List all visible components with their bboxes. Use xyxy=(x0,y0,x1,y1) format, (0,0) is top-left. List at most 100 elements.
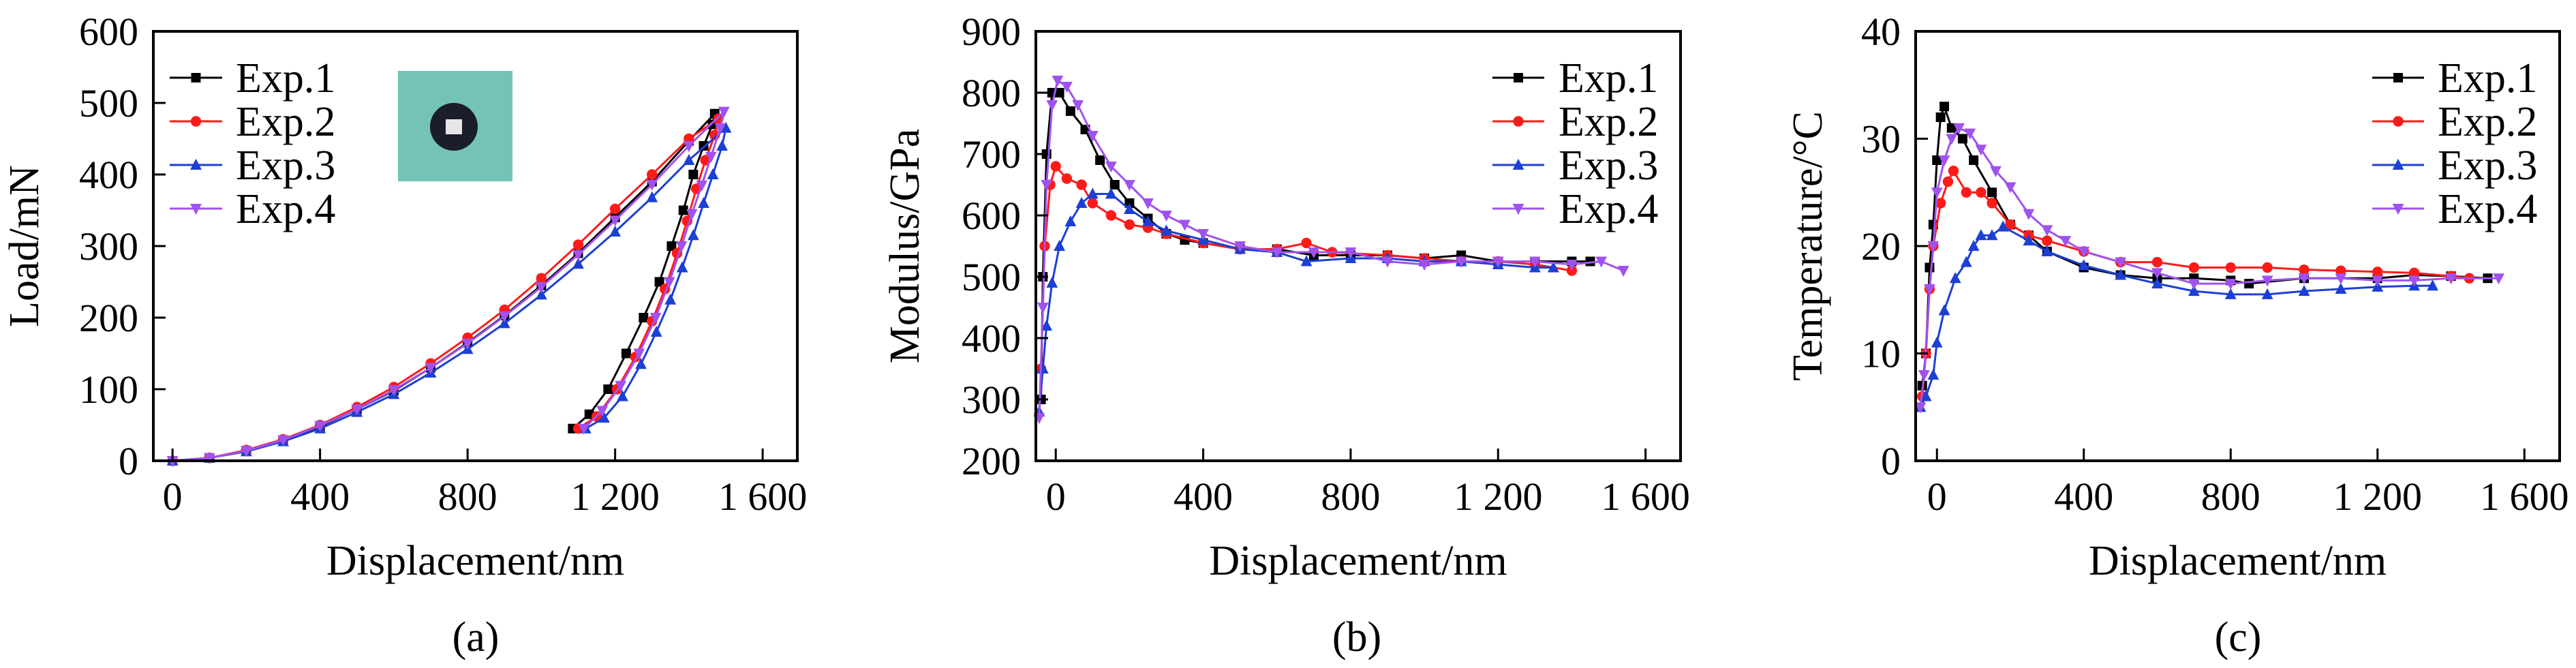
plot-frame xyxy=(1034,30,1682,462)
marker-triangle-down xyxy=(1105,162,1117,173)
marker-triangle-down xyxy=(2151,268,2163,279)
marker-triangle-down xyxy=(646,179,658,191)
legend-label: Exp.2 xyxy=(2438,99,2537,145)
marker-triangle-up xyxy=(498,317,510,329)
y-tick-label: 300 xyxy=(962,378,1021,422)
marker-triangle-down xyxy=(1381,256,1394,268)
marker-triangle-down xyxy=(1566,260,1578,271)
marker-triangle-down xyxy=(461,338,474,350)
x-axis-title: Displacement/nm xyxy=(2089,538,2387,584)
marker-triangle-down xyxy=(1512,204,1524,215)
x-axis-title: Displacement/nm xyxy=(1209,538,1507,584)
marker-triangle-up xyxy=(1054,239,1066,251)
panel-caption: (a) xyxy=(453,614,500,661)
marker-triangle-down xyxy=(1037,303,1049,314)
marker-circle xyxy=(1935,198,1946,209)
marker-triangle-down xyxy=(649,313,662,324)
marker-circle xyxy=(190,116,202,127)
marker-triangle-down xyxy=(675,241,688,253)
marker-triangle-up xyxy=(1960,256,1972,267)
x-tick-label: 1 200 xyxy=(1454,474,1543,519)
marker-triangle-down xyxy=(2059,236,2072,247)
marker-triangle-down xyxy=(1617,266,1629,277)
chart-panel-c: 0 400 800 1 200 1 600 0 10 20 30 40 Displacement/n… xyxy=(1785,10,2569,661)
y-tick-label: 800 xyxy=(962,71,1021,115)
marker-triangle-up xyxy=(698,196,709,208)
marker-triangle-up xyxy=(635,358,647,369)
marker-triangle-up xyxy=(1105,187,1117,199)
x-tick-label: 400 xyxy=(1174,474,1233,519)
marker-triangle-up xyxy=(2427,279,2438,291)
marker-triangle-down xyxy=(2023,209,2035,220)
marker-triangle-down xyxy=(718,106,730,118)
marker-triangle-down xyxy=(1595,256,1608,268)
marker-triangle-up xyxy=(1300,255,1313,267)
marker-square xyxy=(1957,134,1967,144)
marker-triangle-down xyxy=(615,380,627,392)
marker-circle xyxy=(1961,187,1972,198)
marker-triangle-down xyxy=(663,277,675,288)
marker-circle xyxy=(572,239,584,250)
marker-triangle-down xyxy=(1918,370,1930,382)
marker-triangle-down xyxy=(683,141,695,153)
y-axis-title: Temperature/°C xyxy=(1785,111,1831,381)
y-tick-label: 200 xyxy=(79,296,138,340)
series-exp4 xyxy=(166,106,730,468)
marker-triangle-down xyxy=(1142,198,1154,210)
marker-triangle-down xyxy=(1041,180,1053,192)
marker-triangle-down xyxy=(277,435,289,446)
marker-square xyxy=(2393,73,2403,82)
marker-circle xyxy=(1301,237,1312,249)
marker-square xyxy=(1932,155,1942,165)
marker-triangle-down xyxy=(1086,131,1099,142)
y-tick-label: 100 xyxy=(79,367,138,412)
marker-triangle-down xyxy=(2372,275,2384,287)
marker-triangle-down xyxy=(2493,273,2504,285)
marker-triangle-down xyxy=(1072,100,1084,112)
marker-square xyxy=(1946,123,1957,133)
marker-triangle-up xyxy=(650,325,662,337)
marker-triangle-down xyxy=(578,423,590,435)
marker-triangle-down xyxy=(1492,256,1504,268)
marker-circle xyxy=(1987,198,1997,209)
legend-item: Exp.2 xyxy=(1492,99,1658,145)
marker-circle xyxy=(1124,219,1135,230)
marker-triangle-down xyxy=(714,123,726,134)
marker-square xyxy=(1065,106,1075,116)
marker-triangle-down xyxy=(1234,241,1246,253)
marker-circle xyxy=(1076,179,1087,190)
y-axis-title: Load/mN xyxy=(1,165,48,327)
x-tick-label: 800 xyxy=(438,474,497,519)
marker-square xyxy=(688,170,699,179)
marker-circle xyxy=(2225,262,2236,273)
x-tick-label: 0 xyxy=(1046,474,1066,519)
marker-triangle-down xyxy=(2408,275,2421,287)
marker-triangle-down xyxy=(1418,260,1430,271)
marker-triangle-down xyxy=(203,453,215,464)
marker-triangle-up xyxy=(1046,276,1058,288)
legend-item: Exp.3 xyxy=(2372,142,2537,189)
marker-triangle-up xyxy=(720,121,732,133)
marker-triangle-down xyxy=(1308,247,1320,259)
y-tick-label: 200 xyxy=(962,439,1021,483)
marker-circle xyxy=(1105,210,1117,221)
legend-item: Exp.4 xyxy=(2372,186,2537,232)
marker-circle xyxy=(2335,265,2346,276)
x-tick-label: 0 xyxy=(163,474,183,519)
marker-square xyxy=(1925,262,1935,273)
marker-circle xyxy=(1942,176,1954,187)
marker-triangle-down xyxy=(1914,402,1927,414)
y-tick-label: 700 xyxy=(962,132,1021,177)
marker-triangle-up xyxy=(1512,158,1524,170)
chart-panel-a: 0 400 800 1 200 1 600 0 100 200 300 400 500 600 Disp… xyxy=(1,10,807,661)
marker-triangle-down xyxy=(498,311,510,322)
marker-triangle-down xyxy=(596,406,609,417)
marker-triangle-down xyxy=(2392,204,2404,215)
marker-circle xyxy=(1087,198,1098,209)
marker-triangle-down xyxy=(1964,128,1976,140)
y-tick-label: 600 xyxy=(962,194,1021,238)
marker-triangle-down xyxy=(705,151,717,163)
marker-triangle-down xyxy=(1953,123,1965,134)
series-exp4 xyxy=(1914,123,2504,414)
x-tick-label: 800 xyxy=(1321,474,1380,519)
